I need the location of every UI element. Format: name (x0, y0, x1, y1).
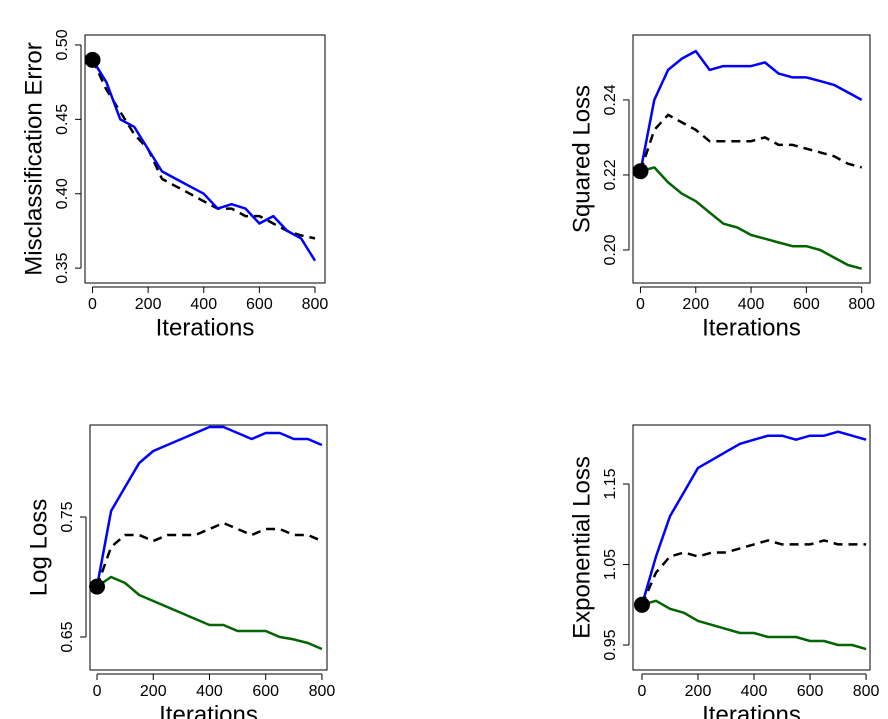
panel: 0 200 400 600 800 0.20 0.22 0.24 Iterations Squar… (568, 34, 875, 341)
y-tick-label: 0.22 (602, 159, 619, 190)
series-line (639, 113, 863, 172)
x-axis-label: Iterations (702, 701, 801, 719)
y-tick-label: 0.65 (59, 621, 76, 652)
start-point (633, 596, 650, 613)
series-line (96, 575, 323, 651)
x-tick-label: 600 (252, 683, 279, 700)
x-tick-label: 400 (196, 683, 223, 700)
y-tick-label: 1.15 (602, 468, 619, 499)
y-tick-label: 0.24 (602, 84, 619, 115)
series-line (641, 599, 867, 651)
x-tick-label: 600 (797, 683, 824, 700)
y-axis-label: Squared Loss (568, 85, 595, 233)
x-tick-label: 200 (140, 683, 167, 700)
x-tick-label: 0 (88, 296, 97, 313)
start-point (632, 163, 649, 180)
y-tick-label: 0.45 (54, 104, 71, 135)
series-line (91, 59, 317, 262)
x-tick-label: 800 (853, 683, 880, 700)
panel: 0 200 400 600 800 0.95 1.05 1.15 Iterations Expon… (568, 424, 880, 719)
start-point (84, 51, 101, 68)
y-axis-label: Misclassification Error (20, 42, 47, 275)
series-line (640, 430, 867, 606)
x-axis-label: Iterations (159, 701, 258, 719)
series-line (640, 166, 863, 270)
y-tick-label: 0.75 (59, 501, 76, 532)
series-line (95, 521, 323, 588)
y-tick-label: 0.20 (602, 234, 619, 265)
x-tick-label: 0 (638, 683, 647, 700)
series-line (95, 425, 323, 587)
y-tick-label: 0.40 (54, 178, 71, 209)
y-tick-label: 1.05 (602, 549, 619, 580)
x-tick-label: 800 (848, 296, 875, 313)
plot-frame (84, 34, 326, 284)
x-tick-label: 400 (190, 296, 217, 313)
series-line (639, 49, 863, 172)
x-tick-label: 800 (302, 296, 329, 313)
y-tick-label: 0.35 (54, 252, 71, 283)
panel: 0 200 400 600 800 0.35 0.40 0.45 0.50 Iterations M… (20, 29, 328, 341)
x-tick-label: 200 (685, 683, 712, 700)
x-tick-label: 600 (793, 296, 820, 313)
x-tick-label: 800 (309, 683, 336, 700)
x-tick-label: 400 (741, 683, 768, 700)
y-tick-label: 0.95 (602, 629, 619, 660)
x-tick-label: 200 (135, 296, 162, 313)
plot-frame (632, 34, 871, 284)
x-axis-label: Iterations (702, 314, 801, 341)
x-tick-label: 400 (738, 296, 765, 313)
y-axis-label: Exponential Loss (568, 456, 595, 639)
x-tick-label: 0 (636, 296, 645, 313)
series-line (640, 539, 867, 606)
x-tick-label: 0 (93, 683, 102, 700)
y-axis-label: Log Loss (25, 499, 52, 596)
x-axis-label: Iterations (156, 314, 255, 341)
y-tick-label: 0.50 (54, 29, 71, 60)
x-tick-label: 200 (682, 296, 709, 313)
plot-frame (89, 424, 328, 671)
x-tick-label: 600 (246, 296, 273, 313)
series-line (91, 59, 316, 240)
start-point (89, 578, 106, 595)
plot-frame (632, 424, 871, 671)
panel: 0 200 400 600 800 0.65 0.75 Iterations Log Loss (25, 424, 336, 719)
